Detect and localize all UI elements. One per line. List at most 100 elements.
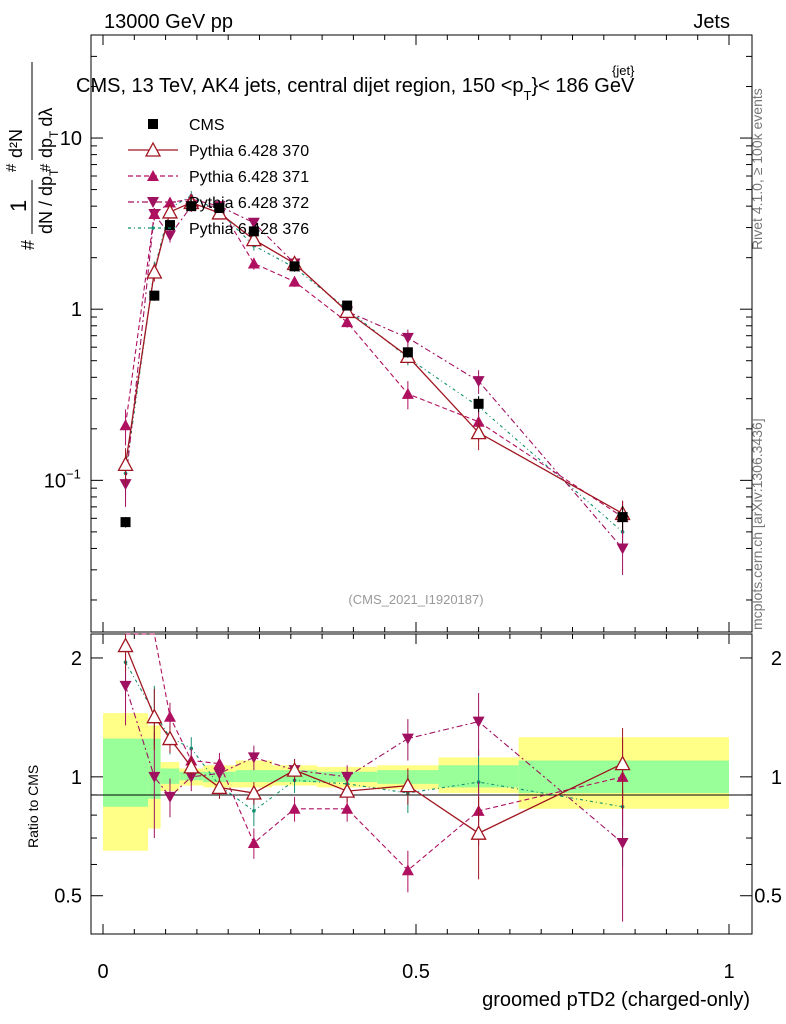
main-ylabel: # 1 dN / dpT # # d²N dpTdλ [3, 62, 61, 250]
legend-marker-cms [148, 119, 158, 129]
x-tick-label: 0.5 [402, 961, 430, 983]
data-point-cms [473, 398, 484, 409]
legend-marker-p372 [147, 197, 159, 208]
legend-label-p376: Pythia 6.428 376 [189, 221, 309, 238]
ratio-ylabel: Ratio to CMS [25, 765, 41, 848]
data-point-p372 [472, 376, 485, 388]
main-y-tick-label: 1 [71, 299, 82, 321]
svg-text:#: # [18, 240, 38, 250]
ratio-point-p370 [146, 708, 163, 724]
svg-text:#: # [37, 163, 54, 172]
ratio-point-p370 [614, 755, 631, 771]
ratio-point-p371 [401, 864, 414, 876]
ratio-line-p372 [125, 685, 623, 844]
band-green [235, 770, 273, 783]
main-series [117, 191, 631, 575]
data-point-p370 [117, 455, 134, 472]
analysis-id: (CMS_2021_I1920187) [348, 592, 483, 607]
ratio-point-p372 [616, 837, 629, 849]
svg-text:1: 1 [6, 200, 31, 212]
ratio-point-p371 [288, 802, 301, 814]
svg-text:d²N: d²N [6, 129, 26, 158]
plot-title: CMS, 13 TeV, AK4 jets, central dijet reg… [76, 75, 635, 103]
ratio-point-p370 [183, 758, 200, 774]
data-point-p370 [245, 231, 262, 247]
ratio-point-p372 [341, 771, 354, 783]
data-point-p370 [146, 263, 163, 279]
main-y-tick-label-exponent: −1 [66, 466, 81, 481]
ratio-point-p370 [211, 779, 228, 795]
data-point-cms [120, 517, 131, 528]
ratio-point-p370 [399, 777, 416, 793]
band-green [160, 768, 180, 784]
data-point-p371 [288, 275, 301, 287]
data-point-p372 [401, 332, 414, 344]
ratio-uncertainty-bands [103, 713, 729, 851]
data-point-cms [149, 290, 160, 301]
svg-text:dpTdλ: dpTdλ [36, 108, 61, 158]
plot-title-superscript: {jet} [612, 63, 635, 78]
legend-label-p371: Pythia 6.428 371 [189, 169, 309, 186]
ratio-point-p370 [286, 761, 303, 777]
data-point-p371 [247, 257, 260, 269]
svg-text:dN / dpT: dN / dpT [36, 168, 61, 234]
series-line-p372 [124, 205, 623, 549]
data-point-cms [342, 300, 353, 311]
energy-label: 13000 GeV pp [104, 11, 233, 33]
data-point-p372 [163, 230, 176, 242]
legend-marker-p376 [151, 226, 155, 230]
xlabel: groomed pTD2 (charged-only) [482, 989, 750, 1011]
ratio-point-p371 [213, 757, 226, 769]
data-point-p371 [401, 387, 414, 399]
data-point-cms [186, 201, 197, 212]
ratio-point-p371 [247, 836, 260, 848]
legend: CMS Pythia 6.428 370 Pythia 6.428 371 Pythi… [128, 117, 309, 238]
data-point-p370 [161, 203, 179, 219]
data-point-p371 [163, 196, 176, 208]
data-point-p372 [247, 217, 260, 229]
ratio-point-p370 [161, 730, 179, 746]
data-point-cms [164, 220, 175, 231]
band-green [103, 738, 149, 807]
ratio-point-p372 [119, 680, 132, 692]
ratio-point-p376 [252, 809, 256, 813]
legend-marker-p371 [147, 170, 159, 181]
data-point-cms [617, 512, 628, 523]
ratio-point-p371 [163, 710, 176, 722]
series-line-p371 [124, 198, 623, 518]
rivet-version-label: Rivet 4.1.0, ≥ 100k events [749, 88, 765, 250]
data-point-p371 [148, 207, 161, 219]
series-line-p376 [124, 195, 623, 533]
ratio-point-p372 [247, 752, 260, 764]
mcplots-site-label: mcplots.cern.ch [arXiv:1306.3436] [749, 418, 765, 630]
ratio-point-p371 [341, 802, 354, 814]
ratio-y-tick-label-right: 2 [771, 648, 782, 670]
x-tick-label: 0 [97, 961, 108, 983]
data-point-cms [214, 203, 225, 214]
ratio-point-p372 [472, 716, 485, 728]
ratio-point-p372 [163, 791, 176, 803]
ratio-point-p370 [470, 824, 487, 840]
data-point-cms [289, 261, 300, 272]
data-point-p370 [339, 303, 356, 319]
data-point-p370 [470, 424, 487, 440]
svg-text:#: # [3, 163, 20, 172]
main-y-tick-label: 10 [44, 470, 66, 492]
main-y-tick-label: 10 [60, 128, 82, 150]
series-line-p370 [124, 201, 623, 515]
data-point-p371 [119, 419, 132, 431]
legend-label-p370: Pythia 6.428 370 [189, 143, 309, 160]
category-label: Jets [693, 11, 730, 33]
legend-label-p372: Pythia 6.428 372 [189, 195, 309, 212]
x-tick-label: 1 [723, 961, 734, 983]
ratio-y-tick-label-left: 0.5 [54, 886, 82, 908]
legend-label-cms: CMS [189, 117, 225, 134]
ratio-y-tick-label-right: 0.5 [754, 886, 782, 908]
ratio-point-p372 [148, 771, 161, 783]
ratio-point-p370 [117, 637, 134, 653]
legend-marker-p370 [144, 141, 162, 157]
main-plot-frame [90, 34, 753, 633]
data-point-cms [402, 347, 413, 358]
